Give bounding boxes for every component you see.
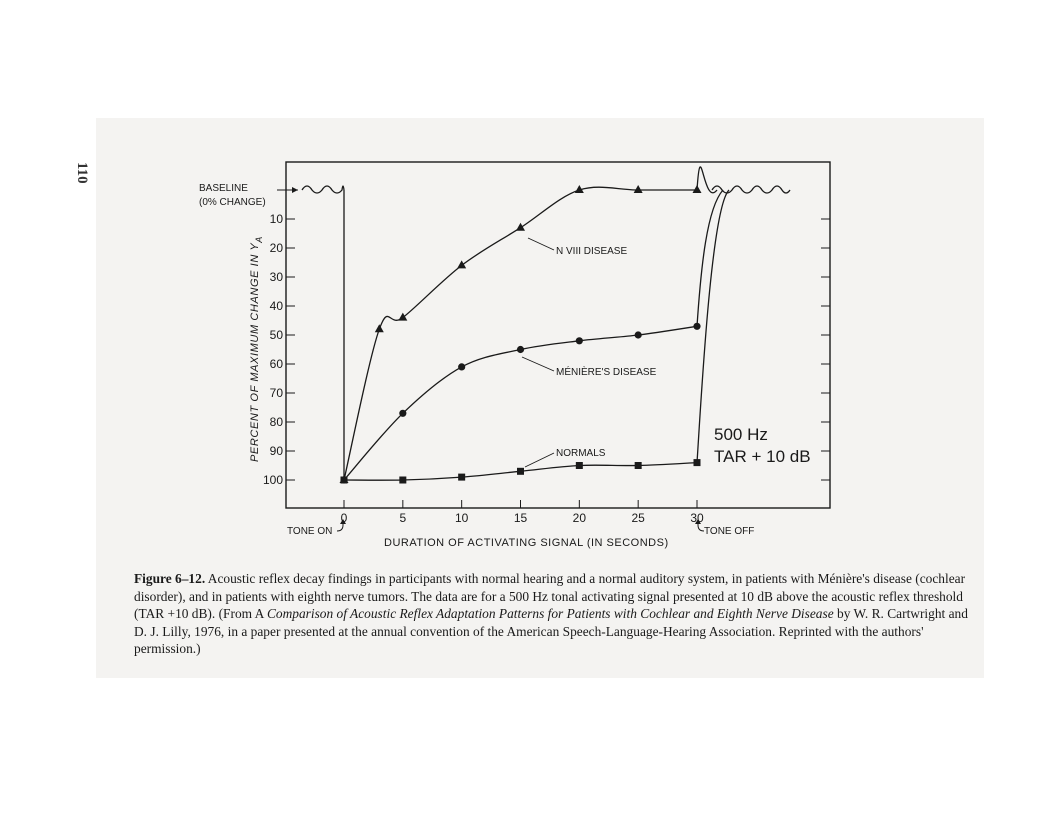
caption-text-after: by W. R. Cartwright and D. J. Lilly, 197… bbox=[134, 606, 968, 656]
y-axis-title: PERCENT OF MAXIMUM CHANGE IN YA bbox=[249, 236, 264, 462]
x-tick-label-0: 0 bbox=[341, 511, 348, 525]
caption-italic-title: Comparison of Acoustic Reflex Adaptation… bbox=[266, 606, 834, 621]
series-marker-menieres-20 bbox=[575, 337, 583, 345]
series-leader-menieres bbox=[521, 356, 555, 372]
baseline-wave-post bbox=[711, 185, 791, 194]
x-tick-label-5: 5 bbox=[399, 511, 406, 525]
series-label-nviii: N VIII DISEASE bbox=[556, 246, 627, 257]
figure-caption: Figure 6–12. Acoustic reflex decay findi… bbox=[134, 570, 976, 658]
x-tick-label-30: 30 bbox=[690, 511, 704, 525]
series-leader-normals bbox=[524, 452, 555, 468]
x-tick-label-25: 25 bbox=[631, 511, 645, 525]
tone-off-label: TONE OFF bbox=[704, 526, 754, 537]
series-marker-nviii-25 bbox=[633, 185, 643, 193]
y-tick-label-90: 90 bbox=[270, 444, 284, 458]
series-leader-nviii bbox=[527, 237, 555, 251]
y-tick-label-10: 10 bbox=[270, 212, 284, 226]
series-marker-nviii-15 bbox=[516, 222, 525, 231]
series-marker-normals-0 bbox=[340, 476, 348, 484]
tone-off-arrow bbox=[695, 519, 705, 532]
baseline-label-line2: (0% CHANGE) bbox=[199, 197, 266, 208]
x-axis-title: DURATION OF ACTIVATING SIGNAL (IN SECOND… bbox=[384, 537, 669, 549]
baseline-arrow bbox=[277, 187, 298, 193]
series-marker-normals-20 bbox=[575, 462, 583, 469]
tone-on-label: TONE ON bbox=[287, 526, 332, 537]
scanned-page bbox=[96, 118, 984, 678]
x-tick-label-20: 20 bbox=[573, 511, 587, 525]
y-tick-label-70: 70 bbox=[270, 386, 284, 400]
series-group bbox=[301, 166, 791, 484]
y-tick-label-30: 30 bbox=[270, 270, 284, 284]
series-marker-normals-30 bbox=[693, 459, 701, 467]
x-tick-label-15: 15 bbox=[514, 511, 528, 525]
series-marker-normals-5 bbox=[399, 476, 407, 484]
y-tick-label-50: 50 bbox=[270, 328, 284, 342]
series-marker-menieres-15 bbox=[516, 345, 525, 354]
series-line-nviii bbox=[343, 186, 697, 481]
series-marker-nviii-5 bbox=[398, 312, 408, 321]
y-tick-label-40: 40 bbox=[270, 299, 284, 313]
tone-on-arrow bbox=[336, 519, 346, 532]
series-marker-normals-15 bbox=[517, 467, 524, 475]
series-marker-nviii-10 bbox=[457, 260, 467, 269]
y-tick-label-80: 80 bbox=[270, 415, 284, 429]
series-marker-menieres-5 bbox=[399, 409, 407, 417]
series-recovery-menieres bbox=[696, 189, 724, 327]
series-marker-normals-10 bbox=[458, 473, 466, 481]
baseline-label-line1: BASELINE bbox=[199, 183, 248, 194]
y-tick-label-60: 60 bbox=[270, 357, 284, 371]
figure-label: Figure 6–12. bbox=[134, 571, 206, 586]
y-tick-label-20: 20 bbox=[270, 241, 284, 255]
series-marker-nviii-20 bbox=[574, 185, 584, 193]
series-marker-nviii-30 bbox=[692, 185, 702, 193]
axis-ticks: 10 20 30 40 50 60 70 80 90 100 0 5 10 15 20 25 30 bbox=[263, 212, 830, 525]
series-marker-menieres-10 bbox=[458, 363, 466, 371]
caption-text-before: Acoustic reflex decay findings in partic… bbox=[134, 571, 966, 621]
series-marker-menieres-25 bbox=[634, 331, 642, 339]
series-label-menieres: MÉNIÈRE'S DISEASE bbox=[556, 365, 657, 378]
x-tick-label-10: 10 bbox=[455, 511, 469, 525]
series-marker-menieres-30 bbox=[693, 322, 701, 330]
y-tick-label-100: 100 bbox=[263, 473, 283, 487]
stimulus-level: TAR + 10 dB bbox=[714, 447, 811, 466]
series-label-normals: NORMALS bbox=[556, 448, 606, 459]
series-recovery-nviii bbox=[696, 166, 718, 194]
series-recovery-normals bbox=[696, 189, 730, 463]
baseline-wave-pre bbox=[301, 185, 345, 194]
stimulus-frequency: 500 Hz bbox=[714, 425, 768, 444]
series-marker-nviii-3 bbox=[374, 324, 384, 333]
series-marker-normals-25 bbox=[634, 462, 642, 469]
